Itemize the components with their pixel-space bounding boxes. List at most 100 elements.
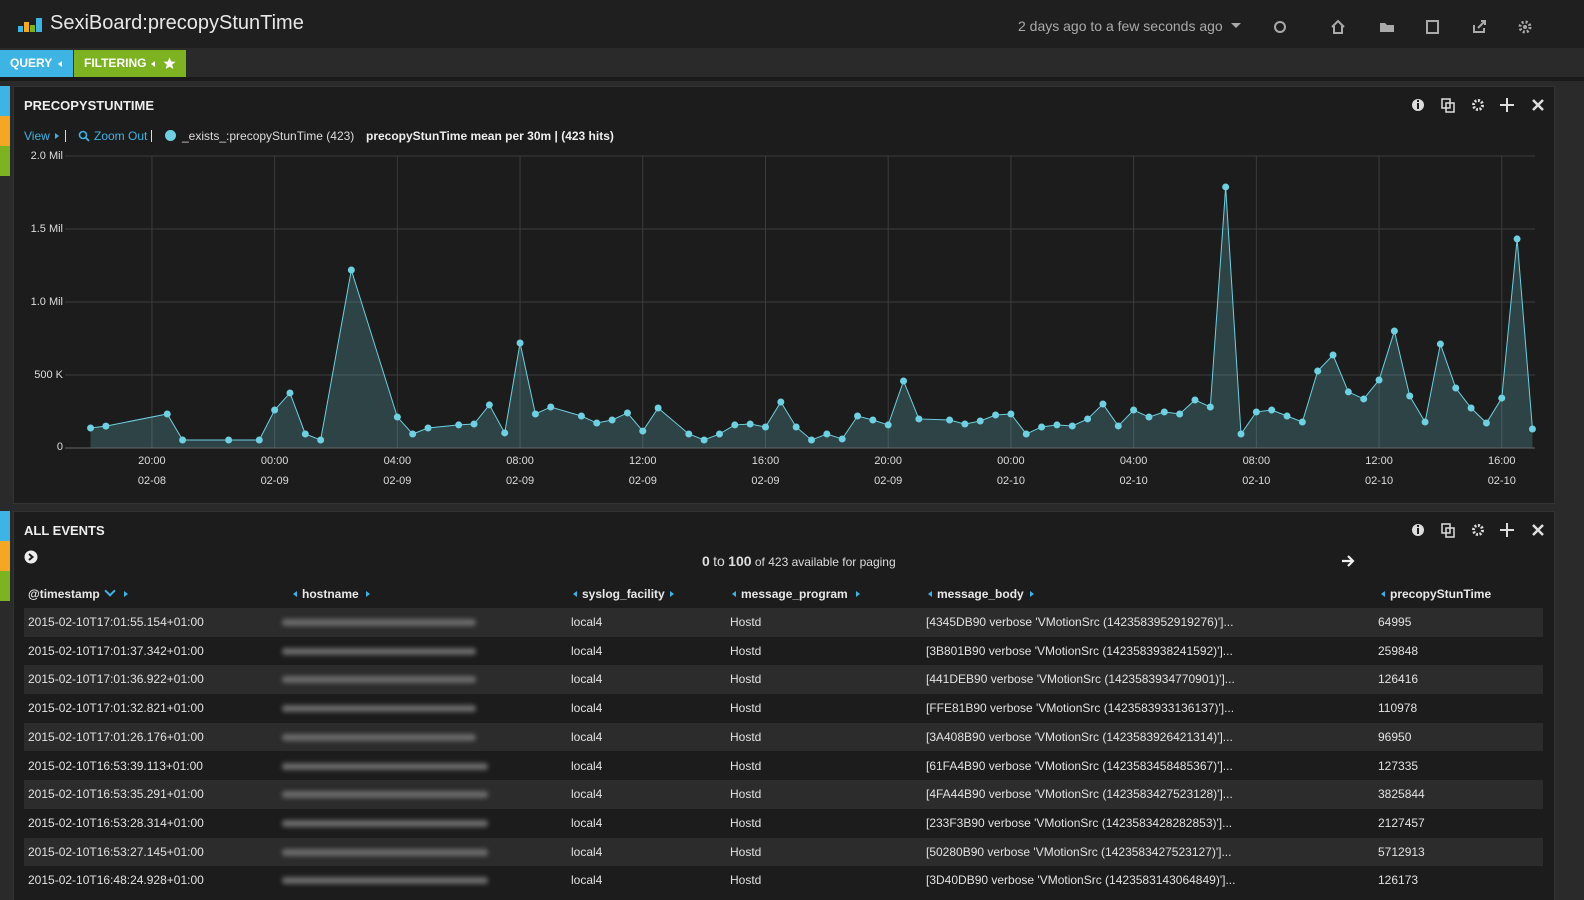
column-header[interactable]: hostname <box>302 587 359 601</box>
table-cell: 5712913 <box>1378 844 1425 859</box>
panel-title: ALL EVENTS <box>24 523 105 538</box>
data-point <box>516 339 524 347</box>
table-row[interactable] <box>24 608 1543 637</box>
data-point <box>746 420 754 428</box>
data-point <box>900 377 908 385</box>
redacted-hostname <box>282 819 488 827</box>
sort-arrow <box>124 591 128 597</box>
column-header[interactable]: @timestamp <box>28 587 100 601</box>
time-range[interactable]: 2 days ago to a few seconds ago <box>1018 18 1223 34</box>
table-cell: [441DEB90 verbose 'VMotionSrc (142358393… <box>926 672 1235 687</box>
view-link[interactable]: View <box>24 129 50 143</box>
table-row[interactable] <box>24 751 1543 781</box>
data-point <box>1528 425 1536 433</box>
table-cell: Hostd <box>730 787 762 802</box>
data-point <box>608 416 616 424</box>
toolbar-icons[interactable] <box>1272 19 1572 35</box>
data-point <box>470 420 478 428</box>
data-point <box>1022 430 1030 438</box>
x-tick-label: 16:00 02-10 <box>1488 455 1516 487</box>
data-point <box>163 410 171 418</box>
table-cell: local4 <box>571 643 603 658</box>
chart-subtitle: precopyStunTime mean per 30m | (423 hits… <box>366 129 614 143</box>
data-point <box>1038 423 1046 431</box>
data-point <box>393 413 401 421</box>
redacted-hostname <box>282 877 488 885</box>
column-header[interactable]: message_body <box>937 587 1024 601</box>
data-point <box>225 436 233 444</box>
paging-to: 100 <box>728 553 752 569</box>
y-tick-label: 1.5 Mil <box>31 223 63 235</box>
table-cell: [3D40DB90 verbose 'VMotionSrc (142358314… <box>926 873 1236 888</box>
data-point <box>884 421 892 429</box>
filtering-tab[interactable]: FILTERING <box>74 50 186 77</box>
data-point <box>715 430 723 438</box>
paging-word: to <box>713 553 725 569</box>
legend-entry[interactable]: _exists_:precopyStunTime (423) <box>182 129 355 143</box>
x-tick-label: 00:00 02-10 <box>997 455 1025 487</box>
data-point <box>1160 408 1168 416</box>
data-point <box>777 398 785 406</box>
table-cell: 126416 <box>1378 672 1419 687</box>
table-row[interactable] <box>24 722 1543 752</box>
link-arrow <box>55 133 59 139</box>
next-page[interactable] <box>1341 554 1355 568</box>
data-point <box>961 420 969 428</box>
data-point <box>1436 340 1444 348</box>
data-point <box>654 404 662 412</box>
sort-arrow <box>573 591 577 597</box>
data-point <box>1344 388 1352 396</box>
data-point <box>485 401 493 409</box>
data-point <box>1390 327 1398 335</box>
table-cell: 96950 <box>1378 729 1412 744</box>
data-point <box>1467 404 1475 412</box>
redacted-hostname <box>282 676 476 684</box>
table-cell: 3825844 <box>1378 787 1425 802</box>
table-row[interactable] <box>24 866 1543 895</box>
header-bar: SexiBoard:precopyStunTime 2 days ago to … <box>0 0 1584 48</box>
chart: 0 500 K 1.0 Mil 1.5 Mil 2.0 Mil 20:00 02-08 00:… <box>31 150 1536 487</box>
data-point <box>823 430 831 438</box>
data-point <box>1176 410 1184 418</box>
star-icon <box>163 57 176 69</box>
table-cell: [4FA44B90 verbose 'VMotionSrc (142358342… <box>926 787 1233 802</box>
column-header[interactable]: message_program <box>741 587 848 601</box>
x-tick-label: 04:00 02-10 <box>1120 455 1148 487</box>
color-strip <box>0 86 10 116</box>
data-point <box>271 406 279 414</box>
table-cell: 2015-02-10T17:01:37.342+01:00 <box>28 643 204 658</box>
data-point <box>547 403 555 411</box>
data-point <box>1068 422 1076 430</box>
expand-icon[interactable] <box>24 550 38 564</box>
table-row[interactable] <box>24 665 1543 695</box>
column-header[interactable]: precopyStunTime <box>1390 587 1492 601</box>
paging-text: of 423 available for paging <box>754 555 896 569</box>
table-cell: 2015-02-10T17:01:36.922+01:00 <box>28 672 204 687</box>
table-row[interactable] <box>24 780 1543 809</box>
query-tab[interactable]: QUERY <box>0 50 73 77</box>
table-cell: local4 <box>571 758 603 773</box>
panel-icons[interactable] <box>1410 97 1550 113</box>
table-cell: Hostd <box>730 615 762 629</box>
table-row[interactable] <box>24 808 1543 838</box>
y-tick-label: 0 <box>57 441 63 453</box>
table-cell: [FFE81B90 verbose 'VMotionSrc (142358393… <box>926 701 1235 716</box>
table-row[interactable] <box>24 694 1543 723</box>
table-row[interactable] <box>24 837 1543 867</box>
table-cell: 110978 <box>1378 701 1418 716</box>
color-strip <box>0 541 10 571</box>
table-cell: local4 <box>571 672 603 687</box>
tab-label: FILTERING <box>84 56 147 70</box>
x-tick-label: 08:00 02-10 <box>1242 455 1270 487</box>
data-point <box>1452 384 1460 392</box>
sort-arrow <box>856 591 860 597</box>
sort-arrow <box>293 591 297 597</box>
panel-icons[interactable] <box>1410 522 1550 538</box>
redacted-hostname <box>282 647 476 655</box>
data-point <box>1283 412 1291 420</box>
data-point <box>179 436 187 444</box>
column-header[interactable]: syslog_facility <box>582 587 665 601</box>
table-row[interactable] <box>24 636 1543 666</box>
separator <box>65 130 66 142</box>
zoom-out-link[interactable]: Zoom Out <box>94 129 148 143</box>
